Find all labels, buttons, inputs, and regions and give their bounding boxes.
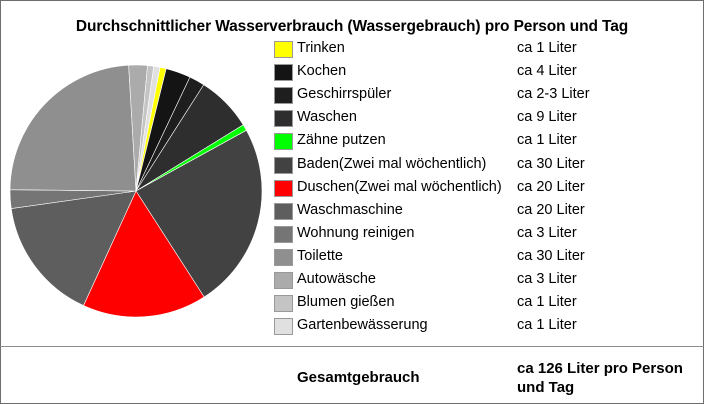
legend-row: Gartenbewässerung ca 1 Liter xyxy=(273,316,703,336)
legend-row: Autowäsche ca 3 Liter xyxy=(273,270,703,290)
pie-slice xyxy=(135,65,161,192)
legend-label: Duschen(Zwei mal wöchentlich) xyxy=(297,178,502,195)
legend-label: Kochen xyxy=(297,63,347,80)
legend-value: ca 20 Liter xyxy=(517,178,585,195)
legend-value: ca 30 Liter xyxy=(517,247,585,264)
legend-value: ca 9 Liter xyxy=(517,109,577,126)
legend-swatch xyxy=(274,225,293,243)
legend-swatch xyxy=(274,41,293,58)
total-label: Gesamtgebrauch xyxy=(297,369,420,386)
legend-row: Waschen ca 9 Liter xyxy=(273,108,703,128)
legend-swatch xyxy=(274,318,293,336)
legend-label: Gartenbewässerung xyxy=(297,317,428,334)
legend-swatch xyxy=(274,156,293,174)
legend-swatch xyxy=(274,248,293,266)
legend-label: Waschmaschine xyxy=(297,201,403,218)
legend-row: Duschen(Zwei mal wöchentlich) ca 20 Liter xyxy=(273,178,703,198)
pie-slice xyxy=(10,190,137,306)
pie-chart xyxy=(9,64,263,318)
pie-slice xyxy=(83,190,205,318)
legend-row: Kochen ca 4 Liter xyxy=(273,62,703,82)
legend-label: Wohnung reinigen xyxy=(297,224,415,241)
legend-row: Geschirrspüler ca 2-3 Liter xyxy=(273,85,703,105)
legend-swatch xyxy=(274,202,293,220)
legend-row: Trinken ca 1 Liter xyxy=(273,39,703,59)
legend-swatch xyxy=(274,179,293,197)
legend-value: ca 20 Liter xyxy=(517,201,585,218)
legend-label: Toilette xyxy=(297,247,343,264)
legend-swatch xyxy=(274,295,293,313)
legend-label: Autowäsche xyxy=(297,271,376,287)
pie-slice xyxy=(135,129,263,298)
pie-slice xyxy=(9,64,137,192)
legend-row: Wohnung reinigen ca 3 Liter xyxy=(273,224,703,244)
legend-value: ca 1 Liter xyxy=(517,132,577,149)
legend-row: Toilette ca 30 Liter xyxy=(273,247,703,267)
legend-label: Baden(Zwei mal wöchentlich) xyxy=(297,155,487,172)
legend-value: ca 3 Liter xyxy=(517,271,577,287)
legend-label: Geschirrspüler xyxy=(297,86,392,103)
legend-row: Waschmaschine ca 20 Liter xyxy=(273,201,703,221)
chart-title: Durchschnittlicher Wasserverbrauch (Wass… xyxy=(75,18,629,35)
total-value: ca 126 Liter pro Person und Tag xyxy=(517,360,683,396)
legend-swatch xyxy=(274,133,293,151)
legend-label: Trinken xyxy=(297,40,345,56)
legend-swatch xyxy=(274,64,293,82)
total-divider xyxy=(0,346,704,347)
legend-value: ca 2-3 Liter xyxy=(517,86,590,103)
legend-row: Baden(Zwei mal wöchentlich) ca 30 Liter xyxy=(273,155,703,175)
legend-row: Zähne putzen ca 1 Liter xyxy=(273,131,703,151)
legend-value: ca 3 Liter xyxy=(517,224,577,241)
legend-value: ca 30 Liter xyxy=(517,155,585,172)
legend-row: Blumen gießen ca 1 Liter xyxy=(273,293,703,313)
legend-value: ca 1 Liter xyxy=(517,317,577,334)
legend-swatch xyxy=(274,87,293,105)
legend-swatch xyxy=(274,272,293,289)
legend-value: ca 4 Liter xyxy=(517,63,577,80)
legend-label: Zähne putzen xyxy=(297,132,386,149)
legend-value: ca 1 Liter xyxy=(517,40,577,56)
legend-label: Blumen gießen xyxy=(297,294,395,311)
legend-swatch xyxy=(274,110,293,128)
legend-value: ca 1 Liter xyxy=(517,294,577,311)
legend-label: Waschen xyxy=(297,109,357,126)
